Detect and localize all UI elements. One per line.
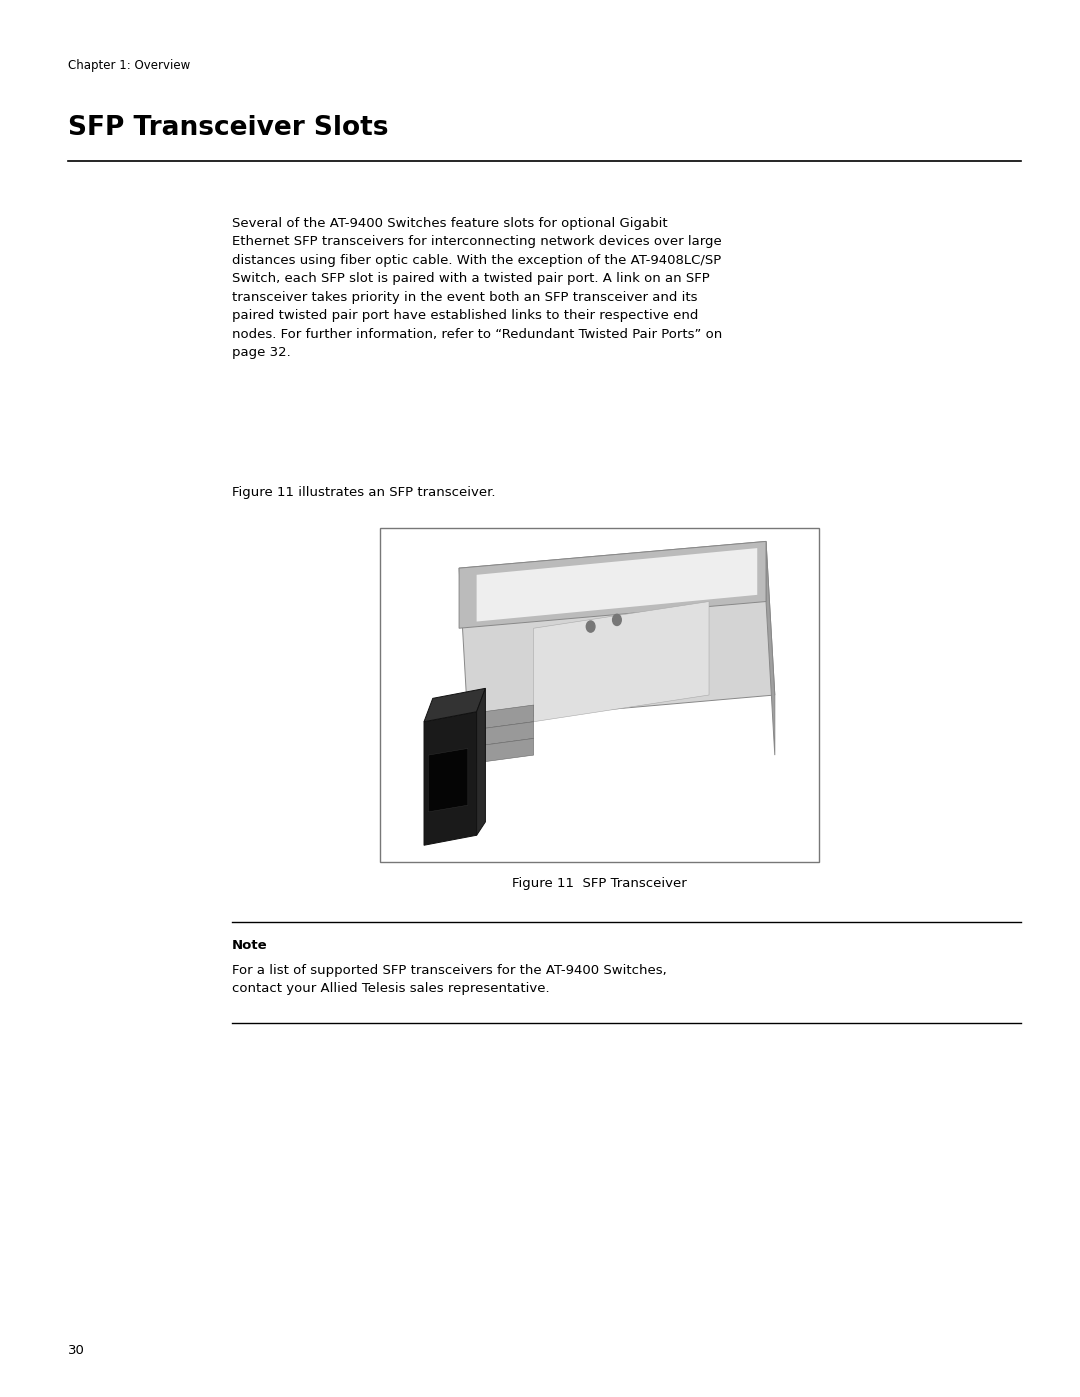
Polygon shape	[476, 548, 757, 622]
Circle shape	[586, 622, 595, 633]
Text: Figure 11  SFP Transceiver: Figure 11 SFP Transceiver	[512, 877, 687, 890]
Text: For a list of supported SFP transceivers for the AT-9400 Switches,
contact your : For a list of supported SFP transceivers…	[232, 964, 667, 996]
Text: Note: Note	[232, 939, 268, 951]
Polygon shape	[459, 705, 534, 732]
Text: 30: 30	[68, 1344, 85, 1356]
Polygon shape	[424, 711, 476, 845]
Polygon shape	[766, 542, 774, 756]
Polygon shape	[459, 542, 774, 722]
Text: Figure 11 illustrates an SFP transceiver.: Figure 11 illustrates an SFP transceiver…	[232, 486, 496, 499]
Polygon shape	[429, 749, 468, 812]
Polygon shape	[459, 542, 766, 629]
Circle shape	[612, 615, 621, 626]
Polygon shape	[476, 689, 485, 835]
Bar	[380, 528, 819, 862]
Polygon shape	[459, 739, 534, 766]
Polygon shape	[534, 602, 708, 722]
Text: Several of the AT-9400 Switches feature slots for optional Gigabit
Ethernet SFP : Several of the AT-9400 Switches feature …	[232, 217, 723, 359]
Text: Chapter 1: Overview: Chapter 1: Overview	[68, 59, 190, 71]
Polygon shape	[424, 689, 485, 722]
Text: SFP Transceiver Slots: SFP Transceiver Slots	[68, 115, 389, 141]
Polygon shape	[459, 722, 534, 749]
